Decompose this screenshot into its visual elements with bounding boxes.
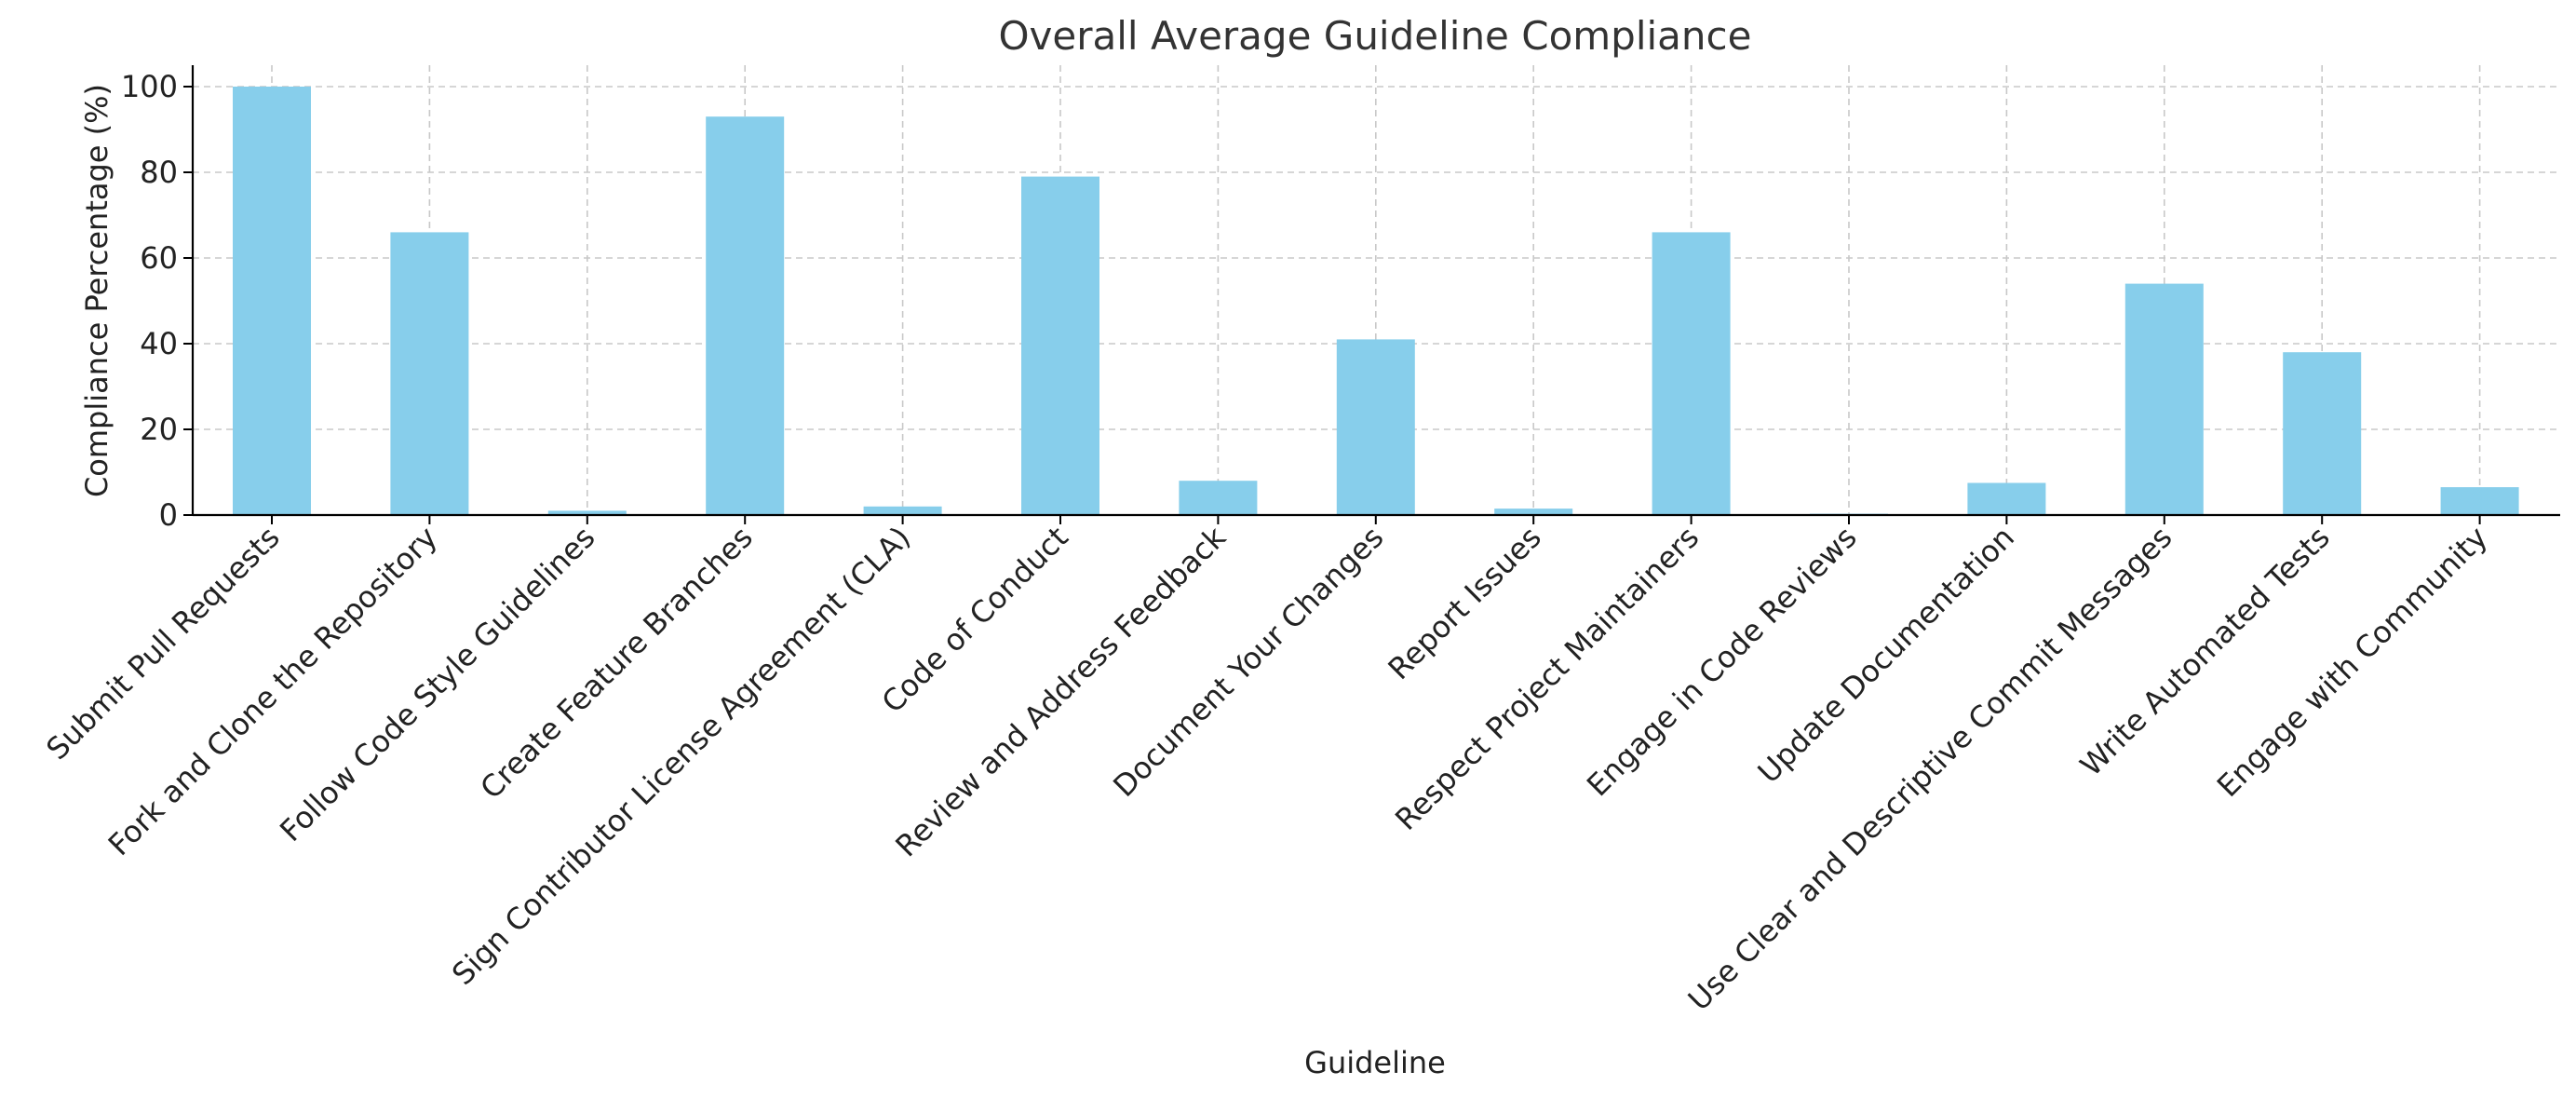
axis-layer [183, 65, 2560, 524]
bar [1967, 482, 2046, 515]
bar [2283, 352, 2362, 515]
y-tick-label: 80 [140, 155, 178, 190]
chart-title: Overall Average Guideline Compliance [999, 13, 1752, 59]
x-tick-label: Create Feature Branches [473, 520, 759, 806]
bar [1494, 509, 1573, 515]
bar [390, 232, 469, 515]
x-axis-label: Guideline [1304, 1045, 1446, 1080]
x-tick-label: Write Automated Tests [2073, 520, 2337, 783]
bar [233, 87, 311, 515]
x-tick-label: Engage in Code Reviews [1580, 520, 1864, 804]
x-tick-label: Fork and Clone the Repository [101, 520, 444, 862]
x-tick-label: Engage with Community [2210, 520, 2494, 804]
bar [547, 510, 627, 515]
bar [2124, 283, 2204, 515]
bar [1336, 339, 1415, 515]
y-tick-label: 100 [121, 69, 178, 104]
bar [706, 116, 785, 515]
x-tick-label: Respect Project Maintainers [1388, 520, 1706, 837]
y-tick-labels: 0 20 40 60 80 100 [121, 69, 178, 533]
bar [1021, 176, 1099, 515]
x-tick-label: Follow Code Style Guidelines [273, 520, 601, 848]
y-tick-label: 40 [140, 326, 178, 361]
bar [1652, 232, 1731, 515]
x-tick-label: Update Documentation [1751, 520, 2021, 790]
y-axis-label: Compliance Percentage (%) [79, 84, 115, 497]
y-tick-label: 60 [140, 240, 178, 276]
bar-layer [233, 87, 2519, 515]
bar [2440, 487, 2519, 515]
y-tick-label: 20 [140, 412, 178, 447]
x-tick-label: Report Issues [1381, 520, 1547, 686]
x-tick-label: Document Your Changes [1106, 520, 1390, 804]
x-tick-label: Review and Address Feedback [888, 519, 1233, 863]
bar [1179, 481, 1258, 515]
bar [863, 506, 942, 515]
y-tick-label: 0 [159, 497, 178, 533]
